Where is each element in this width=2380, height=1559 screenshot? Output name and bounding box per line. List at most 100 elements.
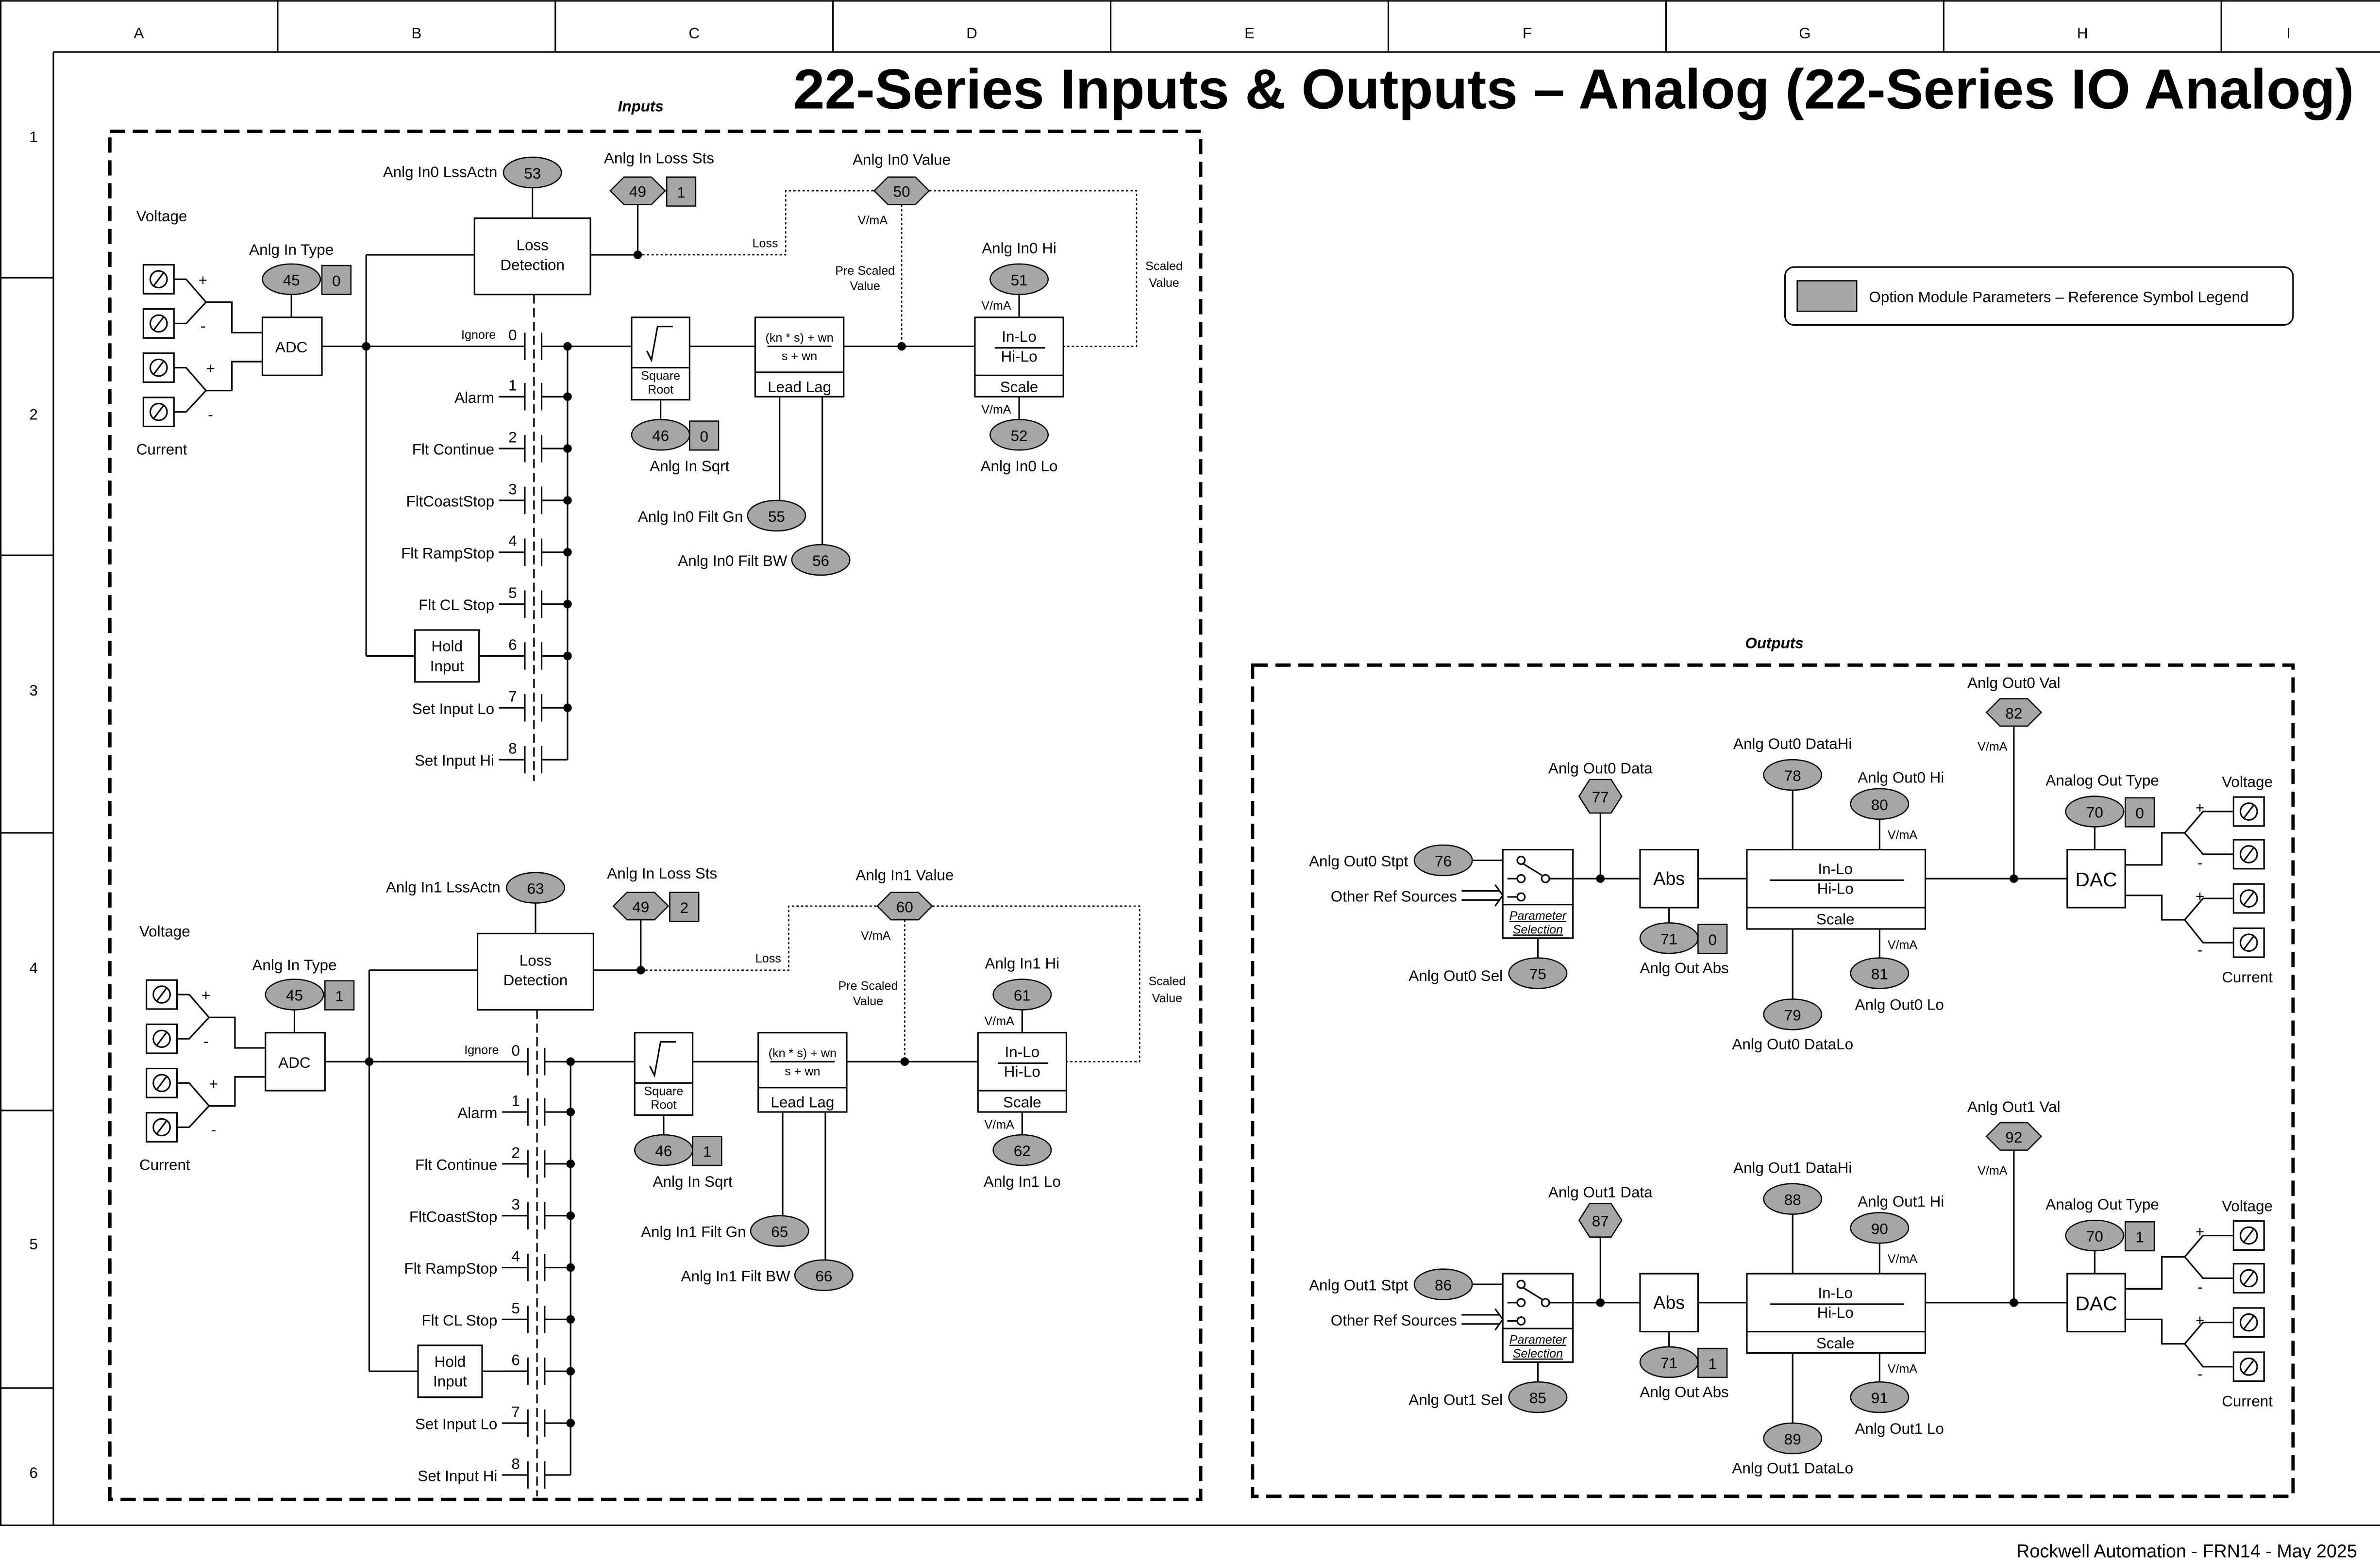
grid-row-label: 5: [29, 1236, 37, 1253]
switch-arm-icon: [1522, 1287, 1543, 1300]
output-abs-label: Anlg Out Abs: [1640, 1384, 1728, 1401]
parameter-number: 87: [1592, 1213, 1609, 1230]
loss-status-parameter: 49: [609, 176, 666, 205]
grid-column-label: I: [2286, 25, 2291, 42]
selection-parameter: 75: [1508, 957, 1568, 989]
minus-sign: -: [2197, 1278, 2202, 1295]
output-type-label: Analog Out Type: [2045, 772, 2159, 789]
voltage-wiring: [206, 301, 263, 333]
parameter-oval: [2065, 796, 2125, 828]
loss-detection-block: [473, 217, 591, 296]
minus-sign: -: [211, 1121, 216, 1138]
voltage-wiring: [2125, 832, 2185, 866]
output-type-label: Analog Out Type: [2045, 1196, 2159, 1213]
outputs-section-label: Outputs: [1745, 635, 1803, 652]
scale-label: Scale: [1000, 379, 1039, 396]
contact-label: Flt CL Stop: [421, 1312, 497, 1329]
switch-contact: [1541, 1298, 1550, 1308]
dac-label: DAC: [2075, 1293, 2117, 1315]
legend-box: [1784, 266, 2294, 326]
lead-lag-label: Lead Lag: [771, 1094, 834, 1111]
contact-number: 3: [508, 481, 517, 498]
value-box: [1697, 1347, 1728, 1378]
hold-input-label: Hold: [435, 1353, 466, 1370]
grid-column-label: F: [1523, 25, 1532, 42]
terminal-screw-icon: [149, 270, 168, 289]
loss-dotted-link: [640, 905, 877, 971]
loss-dotted-link: [637, 190, 874, 256]
minus-sign: -: [201, 317, 205, 334]
loss-action-contact-4: 4 Flt RampStop: [401, 532, 572, 566]
parameter-oval: [989, 419, 1049, 451]
parameter-number: 91: [1871, 1390, 1888, 1407]
square-root-label: Square: [641, 369, 680, 383]
voltage-plus-terminal: [142, 264, 175, 295]
pre-scaled-label: Value: [853, 995, 883, 1008]
contact-number: 5: [511, 1300, 520, 1317]
parameter-number: 85: [1529, 1390, 1546, 1407]
voltage-plus-terminal: [2232, 796, 2265, 827]
contact-label: Ignore: [464, 1044, 499, 1057]
terminal-slash: [2244, 892, 2254, 905]
switch-contact: [1541, 874, 1550, 883]
output-value-label: Anlg Out0 Val: [1967, 674, 2060, 691]
square-root-icon: [646, 326, 673, 363]
contact-label: Set Input Lo: [412, 700, 494, 717]
loss-action-contact-3: 3 FltCoastStop: [409, 1196, 575, 1229]
analog-in-type-label: Anlg In Type: [252, 957, 336, 974]
selection-label: Anlg Out0 Sel: [1408, 967, 1503, 984]
parameter-number: 62: [1014, 1143, 1031, 1160]
data-hi-label: Anlg Out0 DataHi: [1733, 735, 1852, 752]
output-lo-label: Anlg Out1 Lo: [1855, 1420, 1944, 1437]
output-scale-block: [1746, 1273, 1927, 1354]
parameter-oval: [1763, 759, 1823, 791]
contact-label: FltCoastStop: [409, 1208, 498, 1225]
plus-sign: +: [201, 987, 210, 1004]
hold-input-label: Input: [430, 658, 464, 675]
square-root-label: Square: [644, 1084, 683, 1098]
current-wiring: [209, 1076, 266, 1107]
parameter-oval: [1508, 957, 1568, 989]
dac-block: [2066, 1273, 2126, 1333]
terminal-slash: [2244, 1360, 2254, 1374]
vma-label: V/mA: [1888, 1252, 1918, 1266]
data-lo-label: Anlg Out0 DataLo: [1732, 1036, 1853, 1053]
switch-contact: [1516, 874, 1526, 883]
adc-label: ADC: [278, 1054, 310, 1071]
double-arrow-icon: [1494, 1308, 1504, 1331]
output-type-value: 0: [2124, 797, 2155, 828]
parameter-oval: [503, 156, 562, 189]
parameter-selection-label: Parameter: [1509, 1333, 1567, 1347]
grid-row-label: 4: [29, 960, 37, 977]
parameter-oval: [262, 263, 321, 296]
parameter-number: 89: [1784, 1431, 1801, 1448]
parameter-selection-label: Selection: [1513, 1347, 1563, 1360]
output-channel-0: 76 Anlg Out0 Stpt Other Ref Sources Paramet…: [1309, 674, 2273, 1053]
parameter-number: 88: [1784, 1192, 1801, 1209]
parameter-oval: [505, 872, 565, 904]
plus-sign: +: [209, 1076, 218, 1093]
lead-lag-block: [757, 1032, 848, 1113]
output-data-parameter: 87: [1578, 1203, 1623, 1238]
contact-label: Flt RampStop: [401, 545, 494, 562]
contact-number: 6: [511, 1352, 520, 1369]
minus-sign: -: [2197, 1365, 2202, 1382]
loss-action-contact-0: 0 Ignore: [461, 327, 572, 360]
value-box: [324, 980, 355, 1011]
analog-in-value-label: Anlg In0 Value: [853, 151, 951, 168]
voltage-label: Voltage: [136, 208, 187, 225]
square-root-block: [631, 316, 690, 401]
plus-sign: +: [2196, 799, 2204, 816]
filter-bandwidth-label: Anlg In0 Filt BW: [678, 552, 788, 569]
minus-sign: -: [208, 406, 213, 423]
parameter-number: 51: [1011, 272, 1028, 289]
grid-column-label: E: [1244, 25, 1255, 42]
parameter-value: 0: [700, 428, 708, 445]
in-lo-label: In-Lo: [1818, 1284, 1853, 1301]
vma-label: V/mA: [1888, 829, 1918, 842]
terminal-screw-icon: [2239, 802, 2258, 821]
filter-bandwidth-parameter: 66: [794, 1259, 854, 1291]
inputs-section-label: Inputs: [618, 98, 664, 115]
current-plus-terminal: [2232, 1307, 2265, 1338]
selection-label: Anlg Out1 Sel: [1408, 1391, 1503, 1408]
